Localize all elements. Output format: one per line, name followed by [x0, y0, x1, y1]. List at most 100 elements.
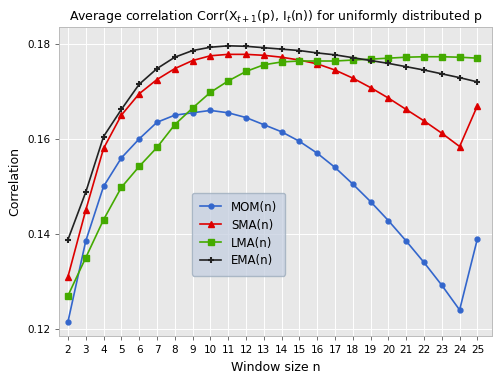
- LMA(n): [403, 55, 409, 60]
- LMA(n): [386, 56, 392, 60]
- SMA(n): [136, 92, 142, 96]
- MOM(n): [154, 120, 160, 125]
- EMA(n): [474, 79, 480, 84]
- SMA(n): [456, 144, 462, 149]
- LMA(n): [82, 256, 88, 260]
- LMA(n): [368, 57, 374, 62]
- MOM(n): [136, 137, 142, 141]
- LMA(n): [261, 63, 267, 67]
- SMA(n): [314, 62, 320, 66]
- MOM(n): [386, 219, 392, 223]
- LMA(n): [332, 59, 338, 63]
- LMA(n): [314, 59, 320, 63]
- MOM(n): [474, 236, 480, 241]
- SMA(n): [296, 58, 302, 62]
- SMA(n): [368, 85, 374, 90]
- MOM(n): [118, 155, 124, 160]
- LMA(n): [350, 58, 356, 62]
- MOM(n): [314, 151, 320, 155]
- MOM(n): [65, 319, 71, 324]
- SMA(n): [474, 104, 480, 108]
- X-axis label: Window size n: Window size n: [230, 361, 320, 374]
- EMA(n): [314, 51, 320, 55]
- LMA(n): [278, 60, 284, 64]
- MOM(n): [225, 110, 231, 115]
- Line: MOM(n): MOM(n): [66, 108, 480, 324]
- SMA(n): [208, 53, 214, 58]
- LMA(n): [208, 90, 214, 95]
- EMA(n): [278, 47, 284, 52]
- LMA(n): [296, 59, 302, 63]
- SMA(n): [386, 96, 392, 100]
- MOM(n): [403, 239, 409, 243]
- EMA(n): [190, 48, 196, 53]
- MOM(n): [243, 115, 249, 120]
- EMA(n): [118, 107, 124, 112]
- LMA(n): [118, 185, 124, 190]
- MOM(n): [100, 184, 106, 189]
- Legend: MOM(n), SMA(n), LMA(n), EMA(n): MOM(n), SMA(n), LMA(n), EMA(n): [192, 193, 286, 275]
- EMA(n): [296, 48, 302, 53]
- EMA(n): [421, 68, 427, 72]
- LMA(n): [456, 55, 462, 60]
- EMA(n): [386, 61, 392, 66]
- EMA(n): [332, 53, 338, 57]
- EMA(n): [208, 45, 214, 50]
- EMA(n): [136, 82, 142, 87]
- SMA(n): [421, 118, 427, 123]
- SMA(n): [439, 131, 445, 136]
- MOM(n): [421, 260, 427, 265]
- MOM(n): [368, 199, 374, 204]
- MOM(n): [456, 308, 462, 312]
- EMA(n): [368, 58, 374, 63]
- EMA(n): [225, 44, 231, 48]
- LMA(n): [154, 145, 160, 150]
- EMA(n): [82, 190, 88, 194]
- MOM(n): [172, 113, 178, 117]
- SMA(n): [332, 68, 338, 72]
- MOM(n): [439, 283, 445, 288]
- SMA(n): [118, 113, 124, 117]
- Title: Average correlation Corr(X$_{t+1}$(p), I$_t$(n)) for uniformly distributed p: Average correlation Corr(X$_{t+1}$(p), I…: [68, 8, 482, 25]
- SMA(n): [100, 146, 106, 151]
- MOM(n): [278, 129, 284, 134]
- SMA(n): [82, 208, 88, 212]
- EMA(n): [100, 134, 106, 139]
- EMA(n): [350, 55, 356, 60]
- SMA(n): [225, 52, 231, 57]
- LMA(n): [136, 164, 142, 169]
- EMA(n): [403, 65, 409, 69]
- LMA(n): [172, 122, 178, 127]
- SMA(n): [190, 58, 196, 63]
- LMA(n): [100, 217, 106, 222]
- LMA(n): [190, 106, 196, 110]
- Y-axis label: Correlation: Correlation: [8, 147, 22, 216]
- LMA(n): [474, 56, 480, 60]
- MOM(n): [296, 139, 302, 144]
- SMA(n): [278, 55, 284, 60]
- EMA(n): [439, 71, 445, 76]
- LMA(n): [439, 55, 445, 59]
- LMA(n): [421, 55, 427, 59]
- MOM(n): [82, 239, 88, 243]
- MOM(n): [190, 110, 196, 115]
- Line: SMA(n): SMA(n): [65, 51, 480, 280]
- SMA(n): [243, 52, 249, 57]
- MOM(n): [261, 122, 267, 127]
- SMA(n): [261, 53, 267, 58]
- SMA(n): [154, 77, 160, 82]
- LMA(n): [65, 293, 71, 298]
- LMA(n): [243, 69, 249, 74]
- MOM(n): [350, 182, 356, 186]
- EMA(n): [65, 237, 71, 242]
- EMA(n): [243, 44, 249, 49]
- SMA(n): [65, 274, 71, 279]
- SMA(n): [350, 76, 356, 80]
- Line: EMA(n): EMA(n): [64, 42, 481, 243]
- EMA(n): [456, 75, 462, 80]
- SMA(n): [172, 66, 178, 71]
- MOM(n): [332, 165, 338, 170]
- SMA(n): [403, 107, 409, 112]
- EMA(n): [261, 45, 267, 50]
- EMA(n): [172, 55, 178, 60]
